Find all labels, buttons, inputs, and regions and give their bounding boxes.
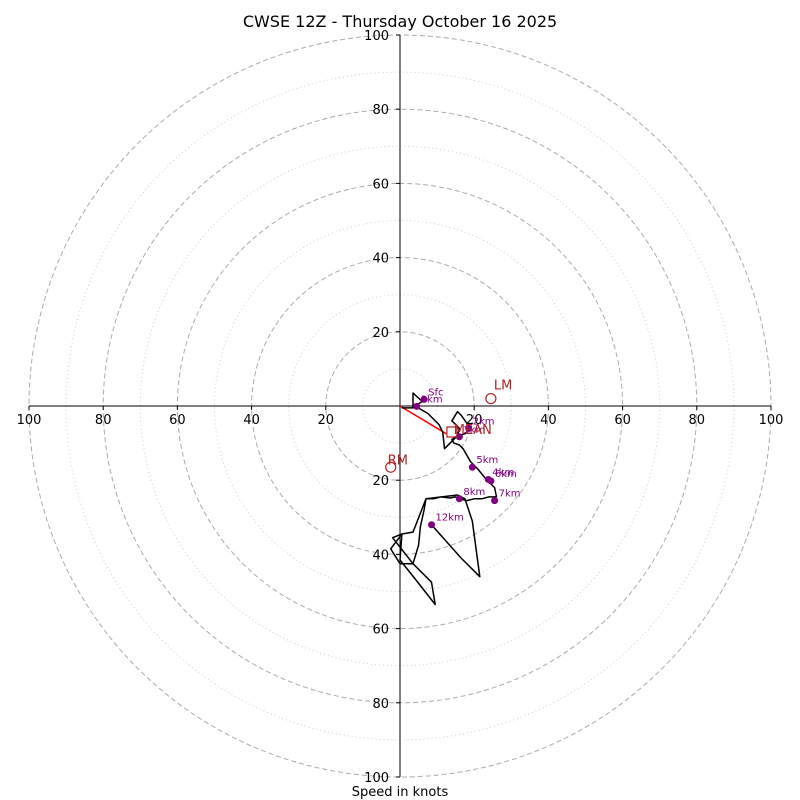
y-tick-label-bottom-60: 60 (372, 623, 389, 638)
storm-motion-marker-lm (485, 392, 497, 405)
height-point-3km (455, 433, 463, 441)
height-label-4km: 4km (492, 467, 514, 478)
x-tick-label-left-100: 100 (17, 413, 42, 428)
x-tick-label-left-20: 20 (318, 413, 335, 428)
height-point-8km (455, 495, 463, 503)
x-tick-label-right-40: 40 (540, 413, 557, 428)
height-point-6km (487, 477, 495, 485)
y-tick-label-top-60: 60 (372, 177, 389, 192)
storm-motion-label-mean: MEAN (454, 423, 492, 438)
shear-line (399, 405, 447, 435)
height-point-5km (468, 463, 476, 471)
x-tick-label-right-20: 20 (466, 413, 483, 428)
y-tick-label-bottom-80: 80 (372, 697, 389, 712)
height-label-3km: 3km (463, 425, 485, 436)
y-tick-label-top-40: 40 (372, 252, 389, 267)
height-label-1km: 1km (421, 394, 443, 405)
height-label-8km: 8km (463, 487, 485, 498)
x-tick-label-left-60: 60 (169, 413, 186, 428)
x-tick-label-right-80: 80 (689, 413, 706, 428)
x-tick-label-left-40: 40 (243, 413, 260, 428)
storm-motion-label-lm: LM (494, 379, 512, 394)
height-point-7km (491, 497, 499, 505)
height-label-7km: 7km (499, 489, 521, 500)
y-tick-label-top-20: 20 (372, 326, 389, 341)
x-tick-label-right-100: 100 (759, 413, 784, 428)
tick-labels: 100 100 100 100 80 80 80 80 60 60 60 60 40 40 40 40 20 20… (17, 29, 784, 786)
y-tick-label-bottom-100: 100 (364, 771, 389, 786)
wind-trace (389, 392, 498, 606)
height-label-5km: 5km (476, 455, 498, 466)
chart-title: CWSE 12Z - Thursday October 16 2025 (243, 12, 557, 31)
x-axis-label: Speed in knots (352, 785, 449, 800)
y-tick-label-top-100: 100 (364, 29, 389, 44)
storm-motion-marker-mean (446, 426, 458, 438)
storm-motion-marker-rm (385, 461, 397, 473)
y-tick-label-bottom-20: 20 (372, 474, 389, 489)
storm-motion-label-rm: RM (388, 454, 408, 469)
storm-motion-markers: LM RM MEAN (385, 379, 512, 473)
x-tick-label-right-60: 60 (614, 413, 631, 428)
height-label-12km: 12km (436, 513, 464, 524)
height-label-sfc: Sfc (428, 387, 443, 398)
height-label-6km: 6km (495, 469, 517, 480)
height-point-2km (465, 424, 473, 432)
height-point-sfc (420, 395, 428, 403)
y-tick-label-top-80: 80 (372, 103, 389, 118)
x-tick-label-left-80: 80 (95, 413, 112, 428)
shear-vector (399, 405, 447, 435)
height-point-1km (413, 402, 421, 410)
y-tick-label-bottom-40: 40 (372, 548, 389, 563)
height-label-2km: 2km (473, 416, 495, 427)
hodograph-trace-line (389, 392, 498, 606)
height-point-12km (428, 521, 436, 529)
